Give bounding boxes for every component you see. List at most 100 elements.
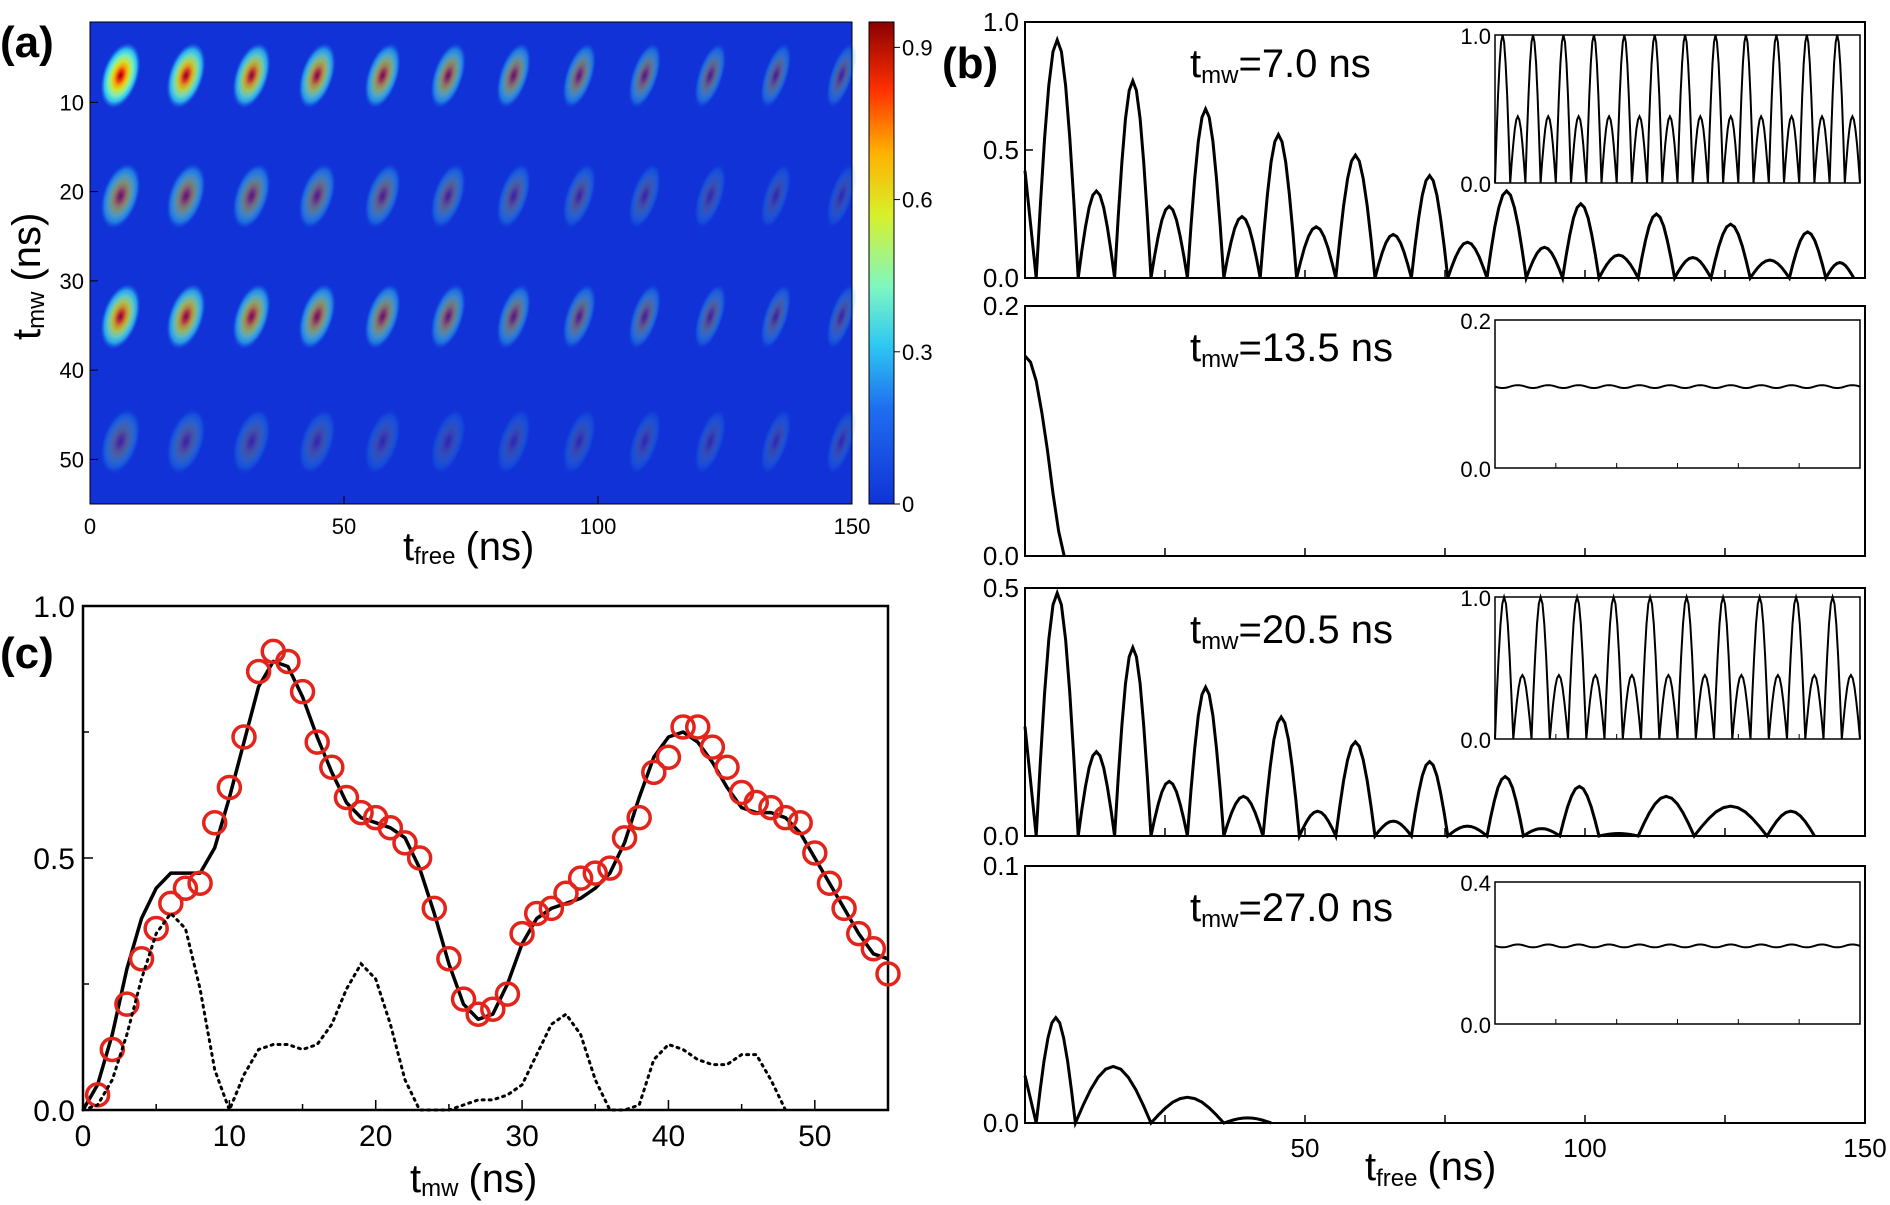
x-tick-label: 0 [75,1120,92,1153]
x-tick-label: 150 [834,514,871,539]
inset-plot: 0.0 1.0 [1460,24,1861,197]
heatmap-peak [628,42,662,109]
x-tick-label: 50 [332,514,356,539]
heatmap-peak [562,42,597,109]
data-point-circle [816,870,843,896]
inset-y-tick-label: 1.0 [1460,586,1491,611]
heatmap-peak [496,283,531,350]
heatmap-peak [760,163,792,229]
heatmap-peak [628,283,662,350]
data-point-circle [582,860,609,886]
heatmap-peak [232,42,271,109]
data-point-circle [465,1001,491,1027]
heatmap-peak [562,408,597,475]
heatmap-peak [760,408,792,475]
tmw-annotation: tmw=13.5 ns [1190,326,1393,373]
inset-y-tick-label: 0.2 [1460,309,1491,334]
panel-b-subplot-20.5: 0.0 0.5 tmw=20.5 ns 0.0 1.0 [983,573,1866,851]
heatmap-peak [496,163,531,229]
heatmap-peak [232,283,271,350]
x-tick-label: 100 [580,514,617,539]
y-tick-label: 50 [60,447,84,472]
heatmap-peak [298,42,336,109]
data-point-circle [392,830,418,856]
x-tick-label: 100 [1563,1133,1606,1163]
heatmap-peak [694,163,727,229]
data-point-circle [275,648,301,675]
panel-label-c: (c) [0,629,54,678]
inset-curve [1494,943,1861,949]
data-point-circle [245,658,272,685]
colorbar-ticks: 0 0.3 0.6 0.9 [894,35,933,517]
data-point-circle [319,754,345,781]
data-point-circle [509,920,535,947]
y-tick-label: 0.5 [983,135,1019,165]
data-point-circle [406,845,433,871]
inset-y-tick-label: 0.4 [1460,871,1491,896]
heatmap-peak [100,163,141,229]
y-tick-label: 0.5 [983,573,1019,603]
fit-curve-solid [81,659,889,1111]
y-tick-label: 0.0 [983,1108,1019,1138]
heatmap-peak [166,163,206,229]
x-tick-label: 150 [1843,1133,1886,1163]
panel-b-subplot-27.0: 0.0 0.1 50 100 150 tmw=27.0 ns tfree (ns) 0.0 0.4 [983,851,1887,1192]
heatmap-peak [364,283,401,350]
colorbar-tick-label: 0.3 [902,340,933,365]
y-tick-label: 40 [60,358,84,383]
data-point-circle [450,986,477,1012]
inset-plot: 0.0 1.0 [1460,586,1861,753]
heatmap-peak [826,408,857,475]
heatmap-peak [694,283,727,350]
heatmap-y-ticks: 10 20 30 40 50 [60,90,98,472]
inset-frame [1494,881,1861,1025]
heatmap-x-ticks: 0 50 100 150 [84,496,870,539]
heatmap-peak [496,408,531,475]
panel-c: tmw (ns) 0 10 20 30 40 50 0.0 0.5 1.0 [33,591,901,1202]
main-curve [1023,355,1066,557]
data-point-circle [348,799,374,826]
heatmap-peak [364,408,401,475]
y-tick-label: 0.5 [33,843,75,876]
data-point-circle [289,678,316,705]
data-point-circle [187,870,213,896]
panel-a: 0 50 100 150 10 20 30 40 50 tfree (ns) tmw(ns) 0… [5,21,933,570]
heatmap-y-label: tmw(ns) [5,213,50,340]
y-tick-label: 1.0 [33,591,75,624]
component-curve-dotted [81,911,787,1115]
heatmap-peak [760,43,792,109]
data-point-circle [494,981,521,1007]
data-point-circle [670,714,696,740]
data-point-circle [538,895,565,922]
heatmap-peak [694,42,727,109]
tmw-annotation: tmw=7.0 ns [1190,42,1371,89]
colorbar [868,21,895,505]
data-point-circle [523,900,550,927]
inset-y-tick-label: 0.0 [1460,728,1491,753]
colorbar-tick-label: 0 [902,492,914,517]
heatmap-peak [562,283,597,350]
data-point-circle [216,774,243,801]
heatmap-peak [298,163,336,229]
heatmap-peak [232,163,271,229]
data-point-circle [611,825,638,851]
data-point-circle [655,744,682,770]
panel-b-subplot-7.0: 0.0 0.5 1.0 tmw=7.0 ns 0.0 1.0 [983,7,1866,293]
x-tick-label: 20 [359,1120,392,1153]
tmw-annotation: tmw=20.5 ns [1190,608,1393,655]
data-point-circle [845,920,872,947]
heatmap-peak [760,284,792,350]
data-point-circle [597,855,623,881]
plot-frame [81,604,890,1112]
x-tick-label: 10 [213,1120,246,1153]
inset-plot: 0.0 0.2 [1460,309,1861,482]
data-point-circle [567,865,594,891]
x-tick-label: 0 [84,514,96,539]
data-point-circle [377,815,404,841]
heatmap-peak [826,284,857,350]
heatmap-peak [298,408,336,475]
panel-b-subplot-13.5: 0.0 0.2 tmw=13.5 ns 0.0 0.2 [983,291,1866,571]
heatmap-peak [628,163,662,229]
heatmap-peak [364,163,401,229]
